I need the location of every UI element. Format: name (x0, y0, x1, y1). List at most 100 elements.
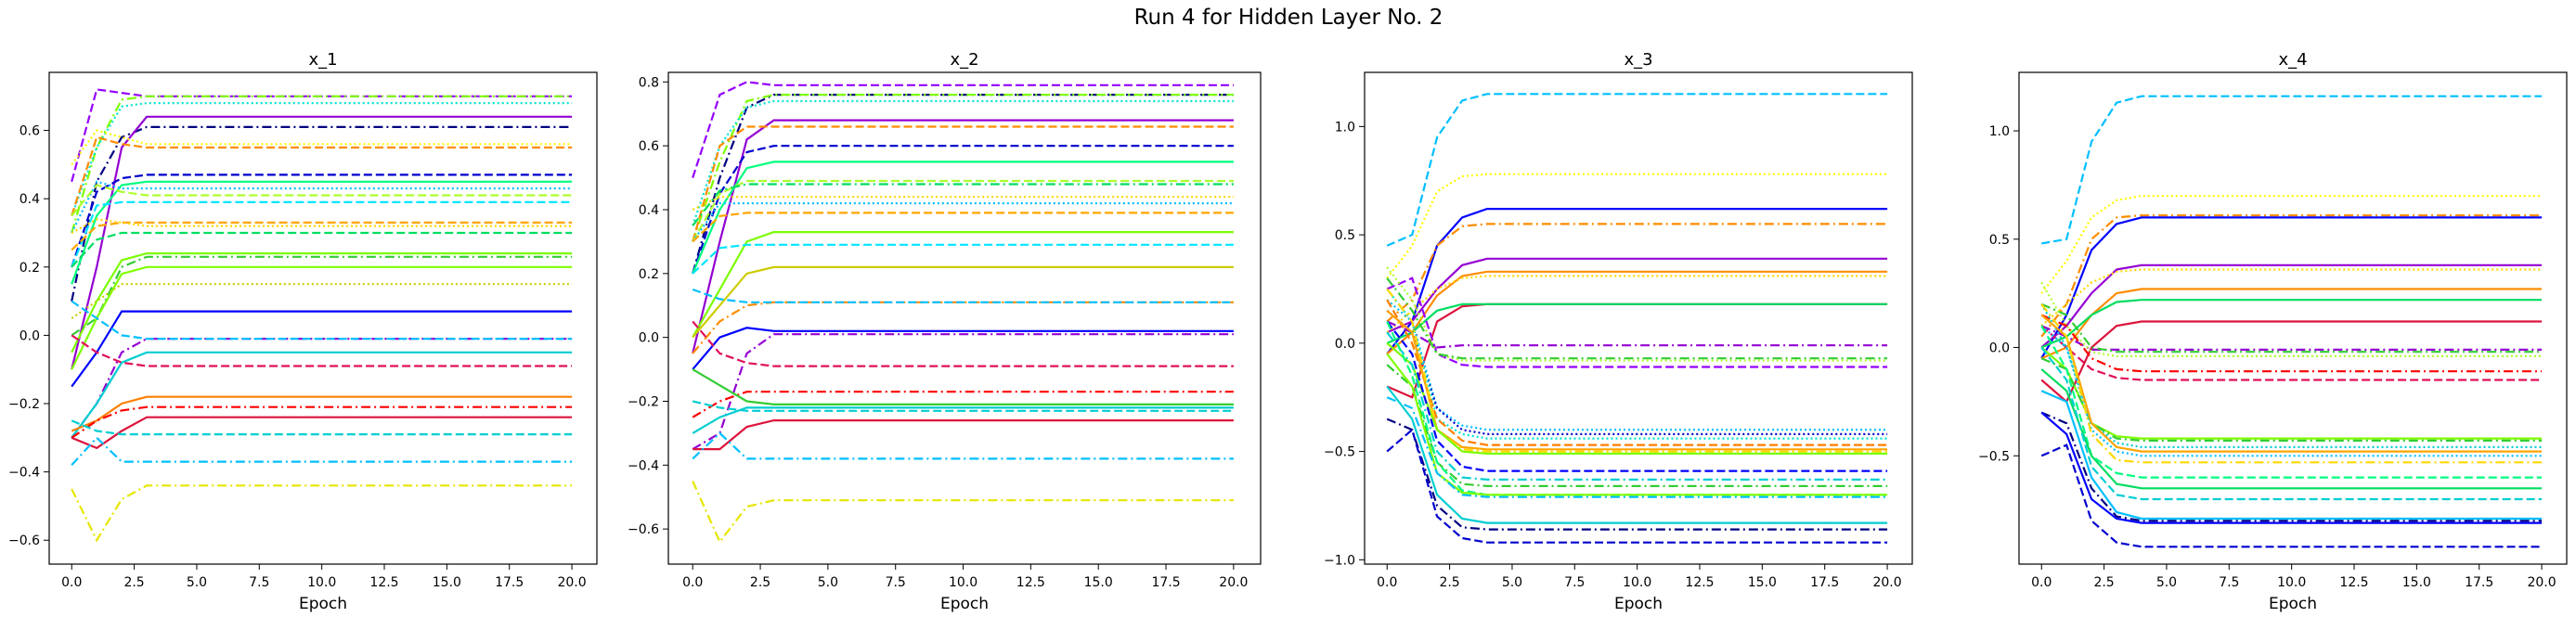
subplot-3: 0.0 2.5 5.0 7.5 10.0 12.5 15.0 17.5 20.0 −1.0 −0.5… (1324, 50, 1913, 613)
series-line-15 (71, 231, 573, 268)
y-tick-label: 0.2 (19, 261, 40, 276)
series-line-27 (2040, 443, 2543, 548)
x-tick-label: 7.5 (2219, 575, 2239, 590)
series-line-9 (71, 180, 573, 285)
series-line-26 (2040, 411, 2543, 524)
series-line-20 (71, 310, 573, 388)
x-tick-label: 7.5 (249, 575, 269, 590)
y-tick-label: 0.8 (639, 75, 659, 90)
series-line-21 (2040, 325, 2543, 479)
series-line-13 (1386, 277, 1888, 360)
series-line-4 (2040, 216, 2543, 359)
x-tick-label: 20.0 (2527, 575, 2556, 590)
series-line-23 (2040, 346, 2543, 501)
series-line-8 (692, 161, 1234, 275)
y-tick-label: 0.6 (639, 139, 659, 154)
y-tick-label: −0.4 (8, 466, 40, 481)
series-line-17 (1386, 299, 1888, 446)
series-line-17 (71, 255, 573, 337)
y-tick-label: −0.2 (628, 394, 659, 409)
x-tick-label: 7.5 (1564, 575, 1585, 590)
series-line-11 (71, 184, 573, 217)
series-line-5 (2040, 264, 2543, 349)
series-line-25 (71, 395, 573, 432)
series-line-18 (692, 288, 1234, 303)
x-tick-label: 2.5 (2093, 575, 2114, 590)
series-line-7 (2040, 288, 2543, 360)
series-line-15 (692, 243, 1234, 275)
x-tick-label: 15.0 (1748, 575, 1777, 590)
series-group (71, 88, 573, 543)
series-line-14 (2040, 325, 2543, 381)
series-line-26 (693, 419, 1234, 451)
x-tick-label: 12.5 (369, 575, 398, 590)
series-line-26 (1386, 396, 1888, 498)
y-tick-label: 0.6 (19, 124, 40, 139)
series-group (692, 81, 1234, 545)
series-line-13 (692, 212, 1234, 243)
subplot-4: 0.0 2.5 5.0 7.5 10.0 12.5 15.0 17.5 20.0 −0.5 0.0 0… (1978, 50, 2568, 613)
series-line-27 (1386, 385, 1888, 524)
series-line-6 (692, 125, 1234, 242)
series-line-14 (692, 231, 1234, 339)
series-line-22 (71, 300, 573, 341)
series-line-19 (2040, 325, 2543, 457)
x-tick-label: 17.5 (1810, 575, 1839, 590)
series-line-5 (1386, 257, 1888, 334)
axes-frame (1364, 71, 1913, 565)
subplot-2: 0.0 2.5 5.0 7.5 10.0 12.5 15.0 17.5 20.0 −0.6 −0.4… (628, 50, 1262, 613)
series-line-5 (692, 119, 1234, 354)
x-tick-label: 15.0 (2402, 575, 2431, 590)
series-line-23 (692, 368, 1234, 405)
x-axis-label: Epoch (2269, 595, 2317, 613)
y-tick-label: 0.4 (19, 192, 40, 207)
series-line-10 (1386, 320, 1888, 349)
series-line-22 (1386, 331, 1888, 481)
subplot-title: x_1 (308, 50, 337, 70)
series-line-20 (1386, 342, 1888, 455)
series-line-11 (2040, 302, 2543, 353)
series-line-28 (692, 481, 1234, 545)
series-line-22 (692, 391, 1234, 418)
x-tick-label: 5.0 (187, 575, 207, 590)
y-tick-label: 0.4 (639, 203, 659, 218)
series-line-1 (2041, 95, 2543, 245)
axes-frame (48, 71, 598, 565)
series-line-1 (71, 88, 573, 183)
y-tick-label: 1.0 (1335, 120, 1355, 135)
series-line-20 (692, 333, 1234, 451)
x-tick-label: 0.0 (2031, 575, 2052, 590)
x-tick-label: 15.0 (1084, 575, 1113, 590)
subplot-title: x_2 (950, 50, 978, 70)
series-line-7 (71, 129, 573, 166)
series-line-8 (71, 174, 573, 268)
series-line-16 (1386, 288, 1888, 440)
series-line-4 (71, 125, 573, 302)
x-tick-label: 0.0 (1377, 575, 1397, 590)
series-line-11 (692, 196, 1234, 211)
series-line-26 (71, 405, 573, 439)
series-line-22 (2040, 368, 2543, 490)
subplot-title: x_4 (2278, 50, 2307, 70)
series-line-28 (71, 419, 573, 436)
series-line-24 (692, 406, 1234, 434)
series-group (1386, 93, 1888, 544)
x-tick-label: 20.0 (1219, 575, 1248, 590)
series-line-12 (71, 200, 573, 268)
series-line-23 (71, 351, 573, 439)
series-line-8 (2040, 299, 2543, 349)
y-tick-label: −0.4 (628, 458, 659, 473)
series-line-18 (71, 265, 573, 370)
series-line-7 (1386, 275, 1888, 334)
series-line-1 (1386, 93, 1888, 247)
x-tick-label: 0.0 (61, 575, 82, 590)
x-tick-label: 10.0 (2277, 575, 2306, 590)
series-line-23 (1386, 364, 1888, 487)
x-axis-label: Epoch (1614, 595, 1663, 613)
series-line-10 (71, 180, 573, 234)
series-line-19 (71, 283, 573, 319)
series-line-3 (1386, 208, 1888, 355)
subplot-1: 0.0 2.5 5.0 7.5 10.0 12.5 15.0 17.5 20.0 −0.6 −0.4… (8, 50, 598, 613)
series-line-4 (692, 99, 1234, 226)
